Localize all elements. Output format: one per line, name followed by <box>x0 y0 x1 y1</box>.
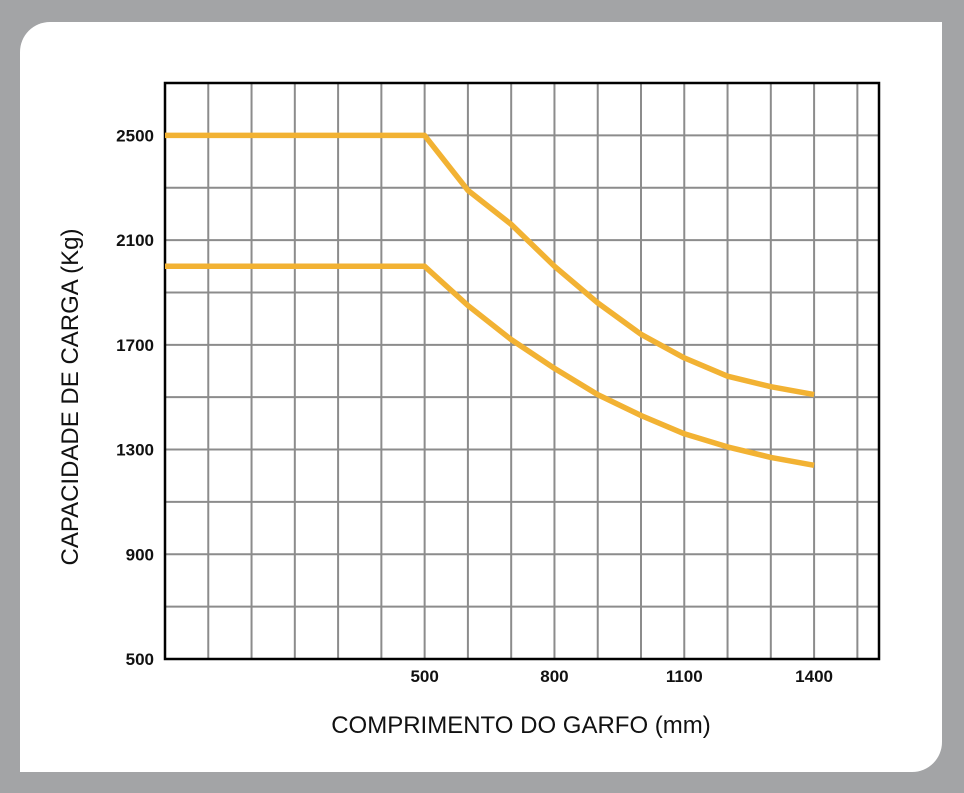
x-axis-title: COMPRIMENTO DO GARFO (mm) <box>331 712 711 739</box>
y-tick-label: 2500 <box>116 126 154 145</box>
y-tick-label: 900 <box>126 545 154 564</box>
y-tick-label: 2100 <box>116 231 154 250</box>
y-tick-labels: 500 900 1300 1700 2100 2500 <box>116 126 154 669</box>
x-tick-label: 1100 <box>666 667 703 686</box>
y-tick-label: 500 <box>126 650 154 669</box>
x-tick-label: 1400 <box>795 667 833 686</box>
x-tick-label: 800 <box>540 667 568 686</box>
x-tick-labels: 500 800 1100 1400 <box>410 667 833 686</box>
series-lines <box>165 132 815 469</box>
plot-frame <box>163 81 881 661</box>
y-tick-label: 1700 <box>116 336 154 355</box>
grid <box>165 83 879 659</box>
y-axis-title: CAPACIDADE DE CARGA (Kg) <box>57 229 84 566</box>
x-tick-label: 500 <box>410 667 438 686</box>
series-line-1 <box>165 132 815 398</box>
series-line-2 <box>165 263 815 469</box>
y-tick-label: 1300 <box>116 441 154 460</box>
